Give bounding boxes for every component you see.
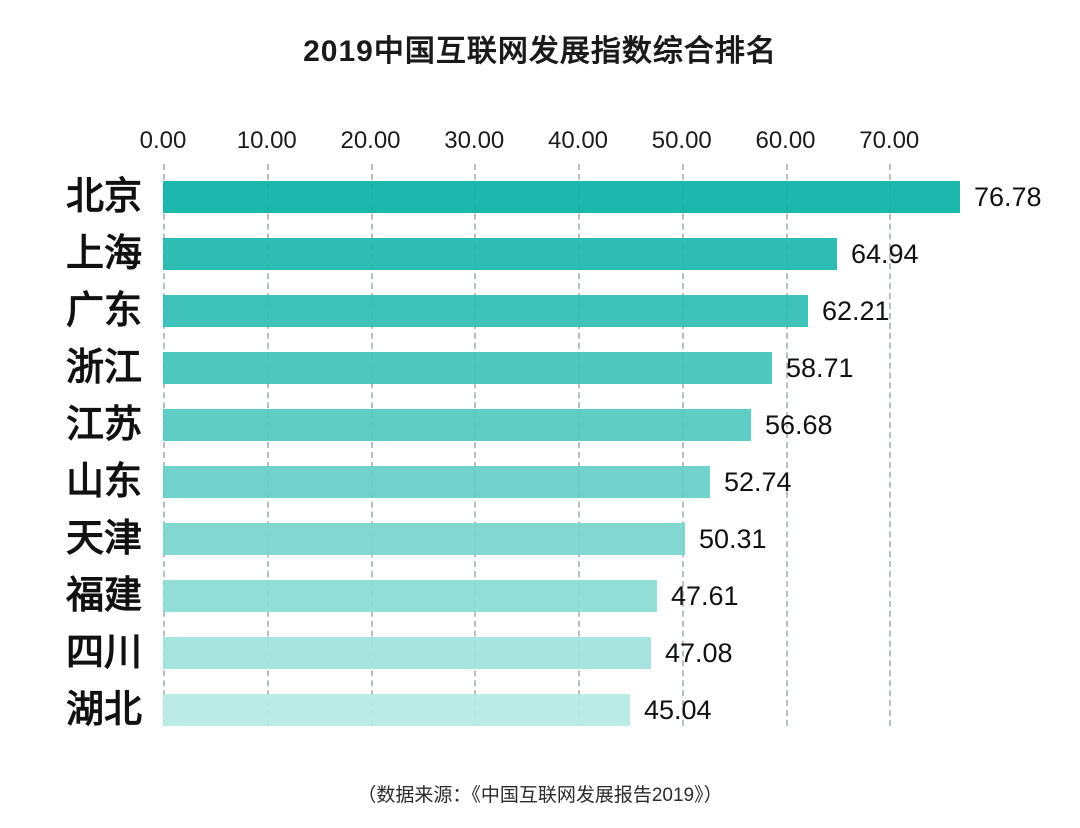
gridline xyxy=(370,164,373,726)
value-label: 45.04 xyxy=(644,695,712,725)
gridline xyxy=(163,164,165,726)
category-label: 上海 xyxy=(65,233,142,275)
category-label: 山东 xyxy=(65,461,142,503)
category-label: 福建 xyxy=(65,575,142,617)
x-axis-tick-label: 30.00 xyxy=(444,127,505,154)
gridline xyxy=(474,164,477,726)
value-label: 47.08 xyxy=(665,638,733,668)
bar xyxy=(163,466,710,498)
x-axis-tick-label: 40.00 xyxy=(547,127,609,154)
category-label: 广东 xyxy=(65,290,142,332)
gridline xyxy=(266,164,269,726)
x-axis-tick-label: 0.00 xyxy=(139,127,187,154)
bar xyxy=(163,352,772,384)
value-label: 62.21 xyxy=(822,296,890,326)
bar xyxy=(163,523,685,555)
value-label: 52.74 xyxy=(724,467,792,497)
category-label: 湖北 xyxy=(65,689,142,731)
gridline xyxy=(785,164,788,726)
x-axis-tick-label: 10.00 xyxy=(236,127,297,154)
category-label: 北京 xyxy=(65,176,142,218)
gridline xyxy=(889,164,892,726)
x-axis-tick-label: 20.00 xyxy=(340,127,401,154)
source-note: （数据来源：《中国互联网发展报告2019》） xyxy=(357,785,723,806)
bar xyxy=(163,238,837,270)
bar xyxy=(163,637,651,669)
bar xyxy=(163,580,657,612)
category-label: 天津 xyxy=(65,518,142,560)
value-label: 76.78 xyxy=(974,182,1042,212)
category-label: 江苏 xyxy=(65,404,142,446)
bar xyxy=(163,181,960,213)
value-label: 47.61 xyxy=(671,581,739,611)
chart-title: 2019中国互联网发展指数综合排名 xyxy=(303,35,777,68)
bar xyxy=(163,409,751,441)
category-label: 浙江 xyxy=(65,347,142,389)
value-label: 50.31 xyxy=(699,524,767,554)
x-axis-tick-label: 60.00 xyxy=(755,127,816,154)
x-axis-tick-label: 50.00 xyxy=(651,127,712,154)
bar xyxy=(163,295,808,327)
gridline xyxy=(681,164,684,726)
value-label: 64.94 xyxy=(851,239,919,269)
x-axis-tick-label: 70.00 xyxy=(859,127,920,154)
bar xyxy=(163,694,630,726)
value-label: 58.71 xyxy=(786,353,854,383)
category-label: 四川 xyxy=(65,632,142,674)
value-label: 56.68 xyxy=(765,410,833,440)
gridline xyxy=(578,164,580,726)
